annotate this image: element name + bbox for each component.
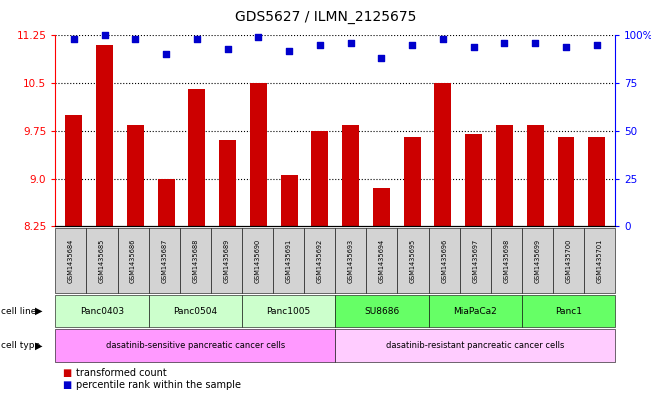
Bar bbox=[127, 125, 144, 226]
Text: GSM1435692: GSM1435692 bbox=[317, 239, 323, 283]
Text: Panc0504: Panc0504 bbox=[173, 307, 217, 316]
Point bbox=[530, 40, 540, 46]
Bar bbox=[434, 83, 451, 226]
Text: GSM1435688: GSM1435688 bbox=[192, 239, 199, 283]
Point bbox=[161, 51, 171, 58]
Bar bbox=[589, 137, 605, 226]
Text: dasatinib-sensitive pancreatic cancer cells: dasatinib-sensitive pancreatic cancer ce… bbox=[105, 341, 285, 350]
Point bbox=[437, 36, 448, 42]
Point bbox=[346, 40, 356, 46]
Bar bbox=[373, 188, 390, 226]
Text: GSM1435685: GSM1435685 bbox=[99, 239, 105, 283]
Text: GSM1435696: GSM1435696 bbox=[441, 239, 447, 283]
Bar bbox=[96, 45, 113, 226]
Text: cell line: cell line bbox=[1, 307, 36, 316]
Text: dasatinib-resistant pancreatic cancer cells: dasatinib-resistant pancreatic cancer ce… bbox=[386, 341, 564, 350]
Text: GSM1435684: GSM1435684 bbox=[68, 239, 74, 283]
Point bbox=[68, 36, 79, 42]
Text: GSM1435690: GSM1435690 bbox=[255, 239, 260, 283]
Bar bbox=[219, 140, 236, 226]
Text: Panc1005: Panc1005 bbox=[266, 307, 311, 316]
Text: transformed count: transformed count bbox=[76, 368, 167, 378]
Point bbox=[592, 42, 602, 48]
Bar bbox=[281, 175, 298, 226]
Point bbox=[561, 44, 571, 50]
Text: GSM1435701: GSM1435701 bbox=[597, 239, 603, 283]
Text: GSM1435686: GSM1435686 bbox=[130, 239, 136, 283]
Point bbox=[130, 36, 141, 42]
Text: ▶: ▶ bbox=[35, 306, 43, 316]
Text: GSM1435698: GSM1435698 bbox=[503, 239, 509, 283]
Point bbox=[223, 46, 233, 52]
Text: Panc1: Panc1 bbox=[555, 307, 582, 316]
Text: GSM1435689: GSM1435689 bbox=[223, 239, 229, 283]
Bar bbox=[465, 134, 482, 226]
Text: Panc0403: Panc0403 bbox=[80, 307, 124, 316]
Text: GSM1435691: GSM1435691 bbox=[286, 239, 292, 283]
Text: GSM1435697: GSM1435697 bbox=[472, 239, 478, 283]
Point bbox=[191, 36, 202, 42]
Bar bbox=[527, 125, 544, 226]
Point bbox=[499, 40, 510, 46]
Point bbox=[376, 55, 387, 61]
Point bbox=[253, 34, 264, 40]
Text: GSM1435693: GSM1435693 bbox=[348, 239, 353, 283]
Point bbox=[469, 44, 479, 50]
Bar bbox=[65, 115, 82, 226]
Point bbox=[100, 32, 110, 39]
Text: SU8686: SU8686 bbox=[365, 307, 400, 316]
Text: MiaPaCa2: MiaPaCa2 bbox=[453, 307, 497, 316]
Text: percentile rank within the sample: percentile rank within the sample bbox=[76, 380, 241, 390]
Bar bbox=[496, 125, 513, 226]
Text: ■: ■ bbox=[62, 368, 71, 378]
Bar bbox=[557, 137, 574, 226]
Bar bbox=[188, 90, 205, 226]
Text: GSM1435695: GSM1435695 bbox=[410, 239, 416, 283]
Bar bbox=[342, 125, 359, 226]
Bar bbox=[404, 137, 421, 226]
Text: GSM1435694: GSM1435694 bbox=[379, 239, 385, 283]
Text: GSM1435699: GSM1435699 bbox=[534, 239, 540, 283]
Text: GSM1435700: GSM1435700 bbox=[566, 239, 572, 283]
Bar bbox=[250, 83, 267, 226]
Text: GDS5627 / ILMN_2125675: GDS5627 / ILMN_2125675 bbox=[235, 10, 416, 24]
Bar bbox=[311, 131, 328, 226]
Point bbox=[314, 42, 325, 48]
Point bbox=[407, 42, 417, 48]
Text: GSM1435687: GSM1435687 bbox=[161, 239, 167, 283]
Bar bbox=[158, 178, 174, 226]
Point bbox=[284, 48, 294, 54]
Text: ▶: ▶ bbox=[35, 340, 43, 351]
Text: ■: ■ bbox=[62, 380, 71, 390]
Text: cell type: cell type bbox=[1, 341, 40, 350]
